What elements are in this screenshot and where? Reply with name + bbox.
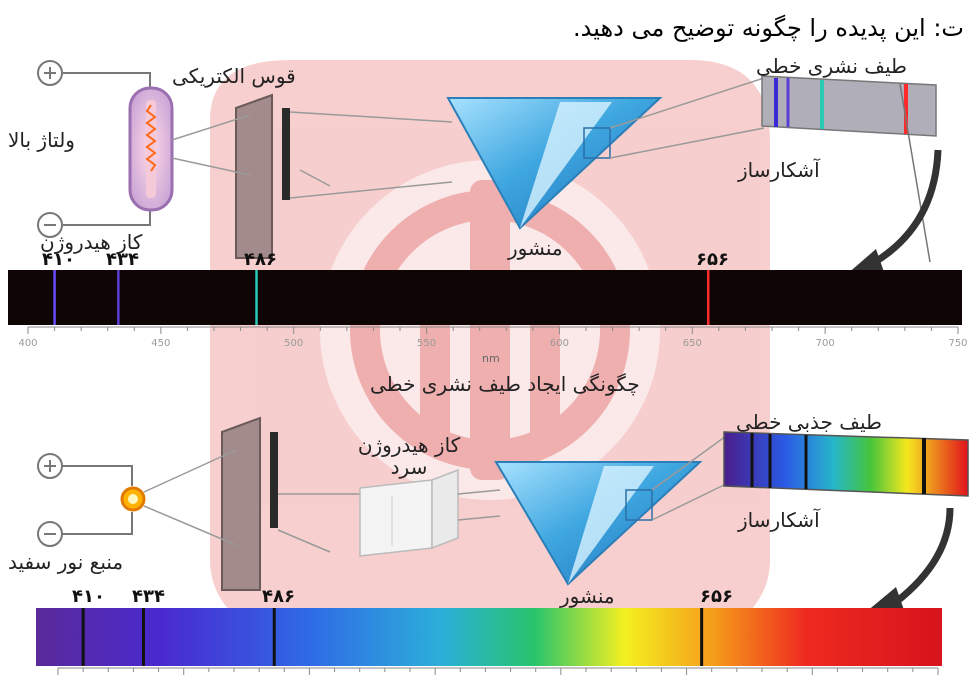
cold-gas-label: کاز هیدروژن سرد [357, 433, 461, 479]
prism-label-bottom: منشور [560, 584, 615, 608]
tick-label-700: 700 [816, 338, 835, 349]
tick-label-750: 750 [948, 338, 967, 349]
white-light-source-label: منبع نور سفید [8, 550, 124, 574]
line-label-656-bottom: ۶۵۶ [700, 586, 733, 607]
unit-label: nm [482, 352, 500, 365]
line-label-486-top: ۴۸۶ [244, 249, 277, 270]
detector-label-bottom: آشکارساز [738, 508, 820, 532]
emission-lines [53, 270, 710, 325]
tick-label-550: 550 [417, 338, 436, 349]
emission-setup [37, 60, 942, 275]
hydrogen-gas-label: کاز هیدروژن [40, 230, 143, 254]
tick-label-600: 600 [550, 338, 569, 349]
detector-label-top: آشکارساز [738, 158, 820, 182]
tick-label-450: 450 [151, 338, 170, 349]
tick-label-500: 500 [284, 338, 303, 349]
emission-axis: 400 450 500 550 600 650 700 750 [18, 326, 968, 349]
electric-arc-label: قوس الکتریکی [172, 64, 296, 88]
emission-spectrum-label: طیف نشری خطی [756, 54, 907, 78]
tick-label-400: 400 [18, 338, 37, 349]
line-label-434-top: ۴۳۴ [106, 249, 139, 270]
question-text: ت: این پدیده را چگونه توضیح می دهید. [573, 14, 964, 42]
line-label-486-bottom: ۴۸۶ [262, 586, 295, 607]
prism-label-top: منشور [508, 236, 563, 260]
line-label-656-top: ۶۵۶ [696, 249, 729, 270]
emission-spectrum-bar: 400 450 500 550 600 650 700 750 [8, 270, 968, 349]
high-voltage-label: ولتاژ بالا [8, 128, 75, 152]
absorption-lines [81, 608, 704, 666]
tick-label-650: 650 [683, 338, 702, 349]
line-label-434-bottom: ۴۳۴ [132, 586, 165, 607]
line-label-410-bottom: ۴۱۰ [72, 586, 105, 607]
emission-caption: چگونگی ایجاد طیف نشری خطی [370, 372, 640, 396]
line-label-410-top: ۴۱۰ [42, 249, 75, 270]
absorption-spectrum-label: طیف جذبی خطی [736, 410, 882, 434]
absorption-setup [37, 416, 969, 612]
watermark-logo [210, 60, 770, 640]
